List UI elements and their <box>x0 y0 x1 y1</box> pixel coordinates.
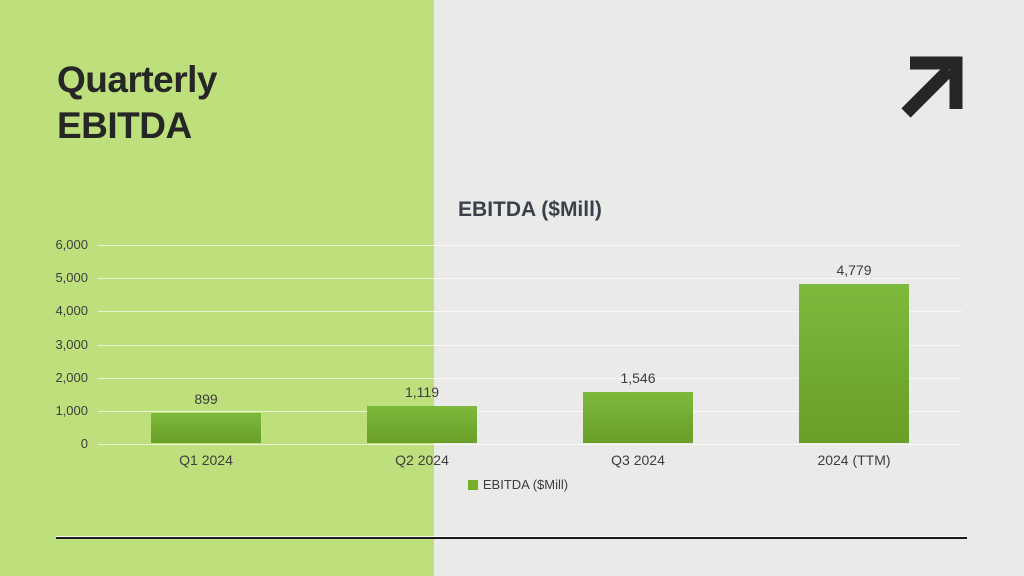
trend-up-arrow-icon <box>898 50 968 122</box>
green-accent-panel <box>0 0 434 576</box>
bar-value-label: 899 <box>194 391 218 407</box>
bar-Q1 2024 <box>151 413 261 443</box>
x-category-label: Q2 2024 <box>395 452 449 468</box>
y-tick-label: 1,000 <box>55 402 88 418</box>
y-tick-label: 4,000 <box>55 303 88 319</box>
slide-title-line1: Quarterly <box>57 59 218 100</box>
gridline <box>98 377 962 379</box>
bar-value-label: 1,119 <box>405 384 439 400</box>
slide-title-line2: EBITDA <box>57 105 192 146</box>
bar-2024 (TTM) <box>799 284 909 443</box>
legend-label: EBITDA ($Mill) <box>482 477 569 492</box>
gridline <box>98 444 962 445</box>
x-category-label: 2024 (TTM) <box>817 452 891 468</box>
bar-Q2 2024 <box>367 406 477 443</box>
y-tick-label: 6,000 <box>55 237 88 252</box>
gridline <box>98 344 962 346</box>
bar-value-label: 1,546 <box>620 370 656 386</box>
gridline <box>98 410 962 412</box>
bar-value-label: 4,779 <box>836 262 872 278</box>
bottom-divider-line <box>56 537 967 539</box>
y-tick-label: 5,000 <box>55 270 88 286</box>
x-category-label: Q3 2024 <box>611 452 665 468</box>
gridline <box>98 311 962 313</box>
chart-title: EBITDA ($Mill) <box>458 198 602 221</box>
slide-title: Quarterly EBITDA <box>57 57 218 149</box>
bar-Q3 2024 <box>583 392 693 443</box>
y-tick-label: 3,000 <box>55 336 88 352</box>
gridline <box>98 245 962 246</box>
x-category-label: Q1 2024 <box>179 452 233 468</box>
chart-legend: EBITDA ($Mill) <box>98 477 938 492</box>
y-tick-label: 0 <box>80 436 88 451</box>
legend-marker-icon <box>467 479 478 490</box>
gridline <box>98 278 962 280</box>
y-tick-label: 2,000 <box>55 369 88 385</box>
